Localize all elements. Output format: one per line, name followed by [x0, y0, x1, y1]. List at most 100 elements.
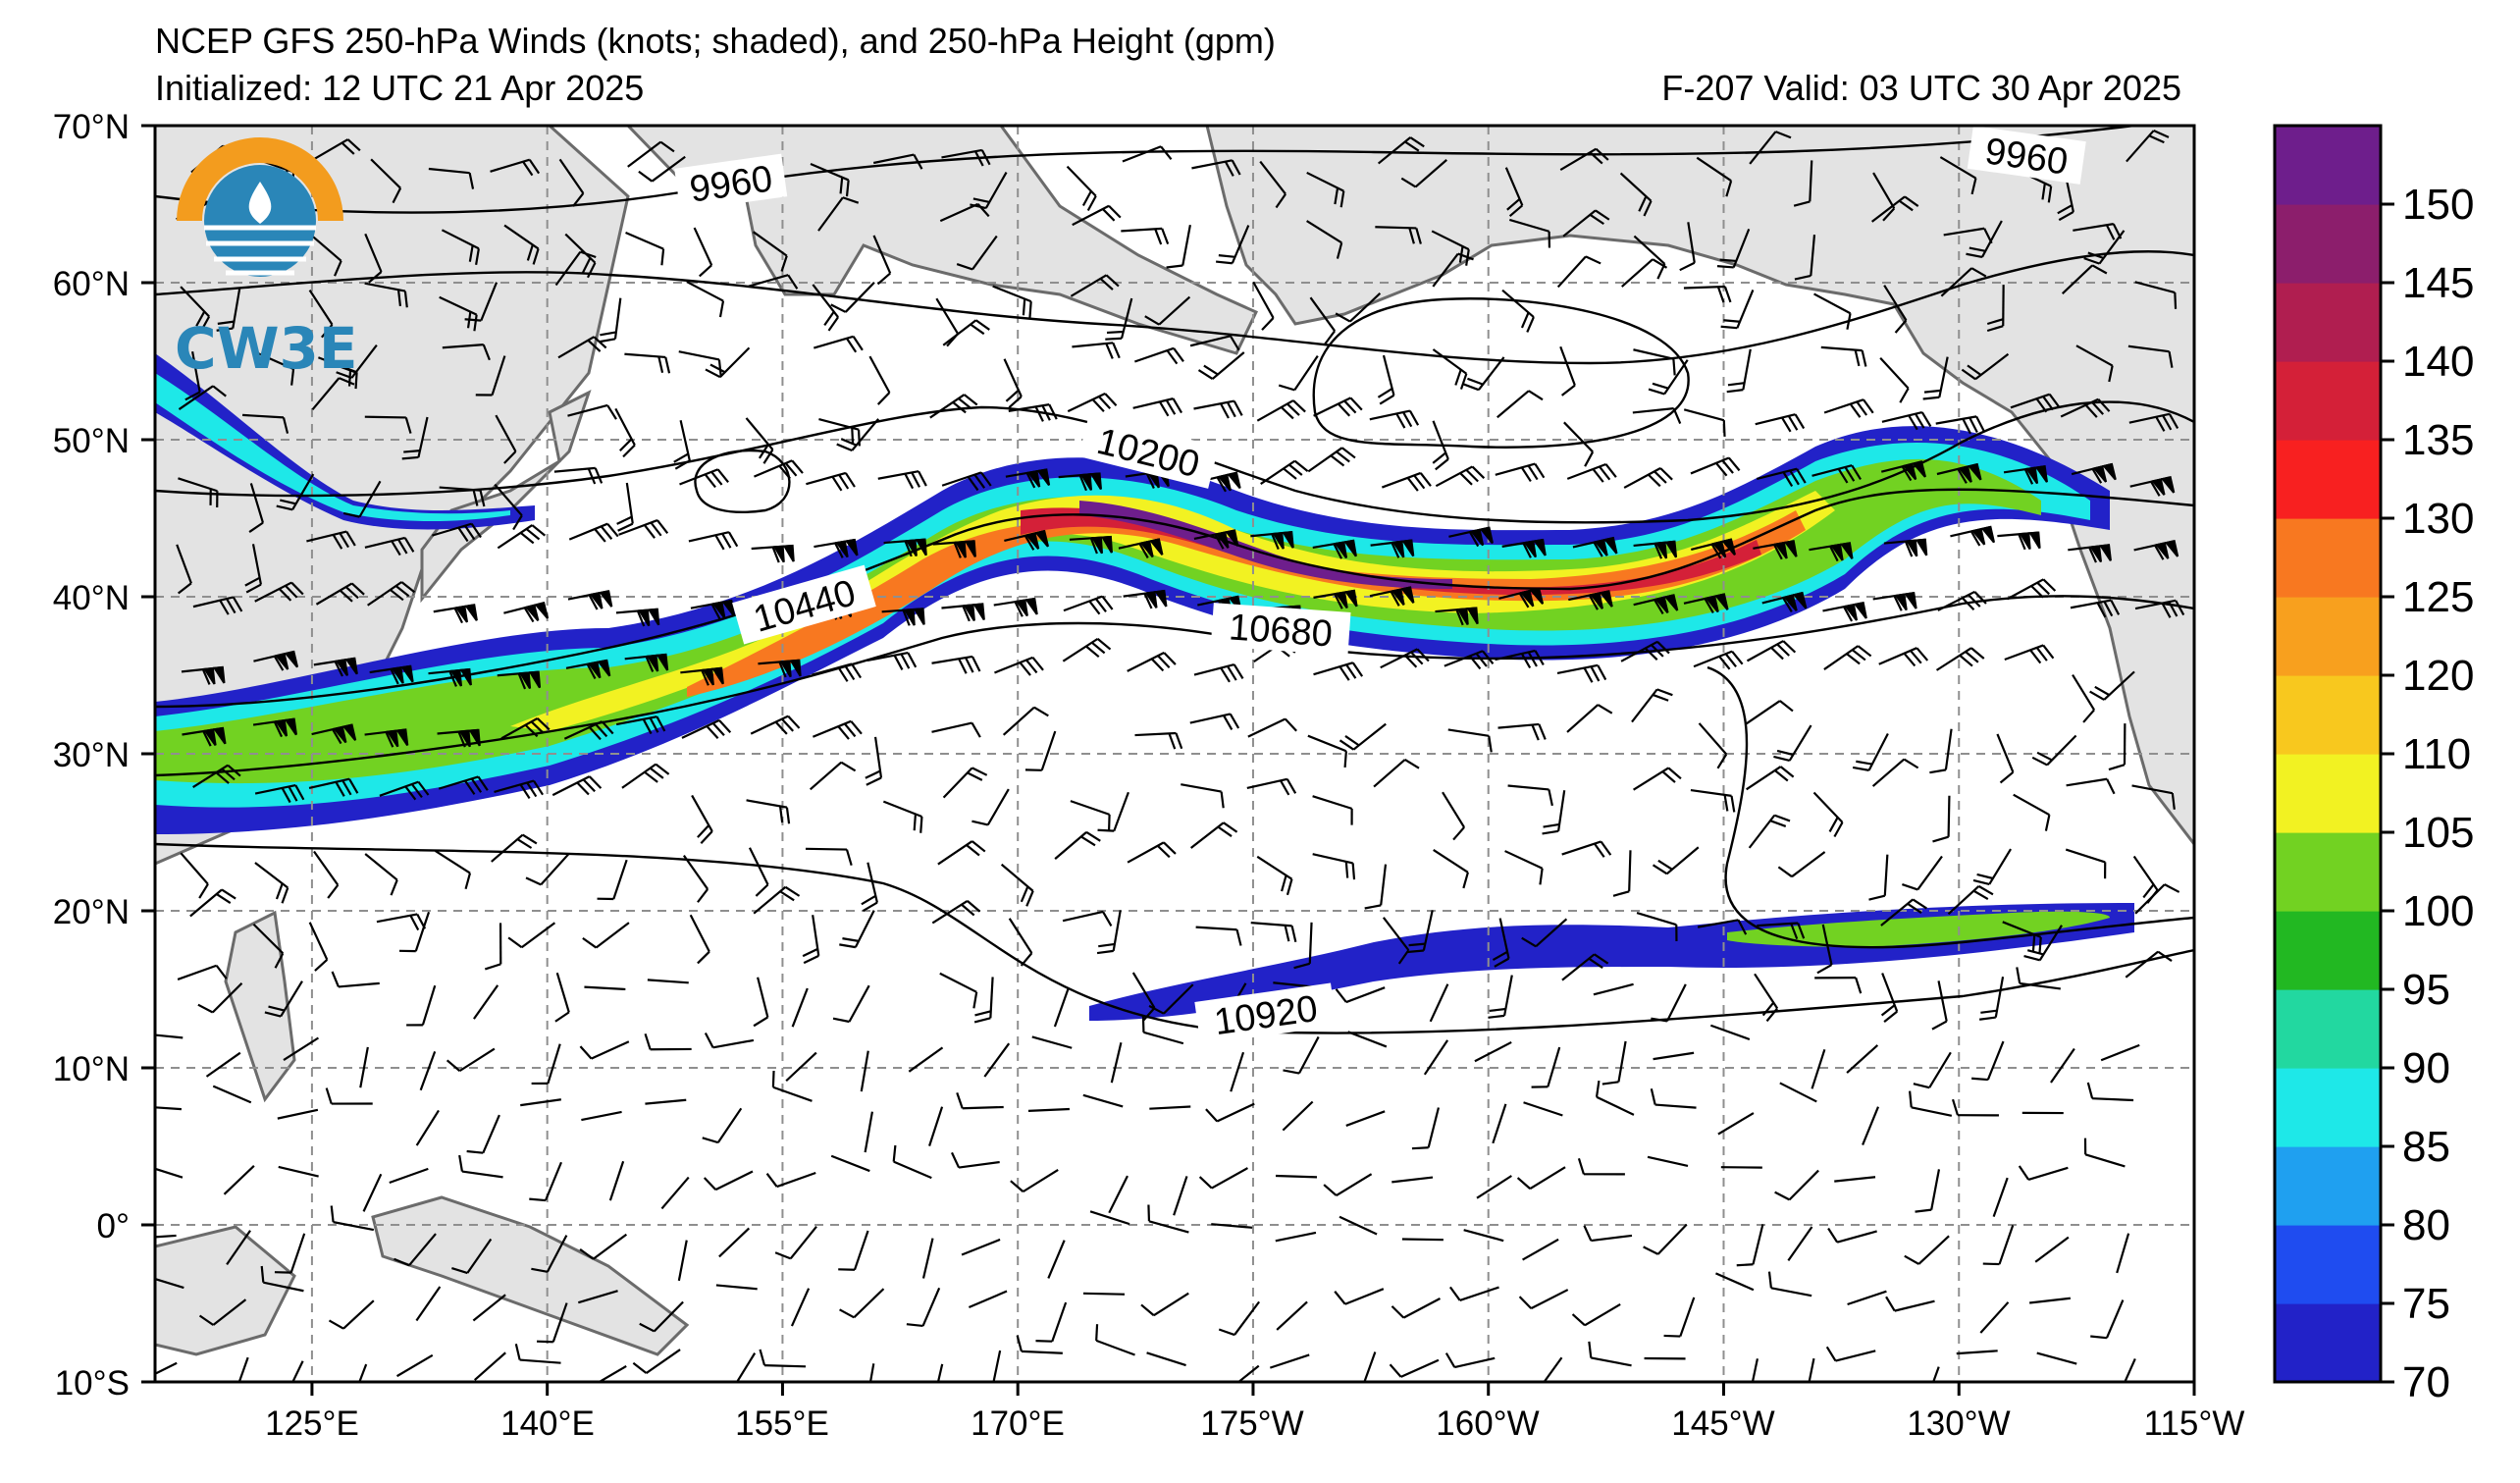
wind-barb [1814, 977, 1863, 994]
barb-line [1972, 889, 1989, 900]
barb-staff [718, 1227, 751, 1258]
wind-barb [680, 666, 724, 686]
barb-flag [459, 667, 472, 686]
barb-line [1856, 760, 1873, 766]
wind-barb [311, 377, 355, 410]
barb-staff [289, 1233, 306, 1273]
barb-line [334, 260, 342, 277]
barb-line [595, 723, 608, 738]
barb-line [1364, 904, 1382, 910]
barb-line [839, 943, 857, 949]
barb-line [697, 950, 710, 965]
wind-barb [882, 800, 923, 833]
wind-barb [1633, 540, 1678, 559]
barb-staff [2066, 777, 2108, 787]
barb-line [340, 365, 357, 374]
barb-flag [1079, 473, 1093, 491]
barb-line [1408, 410, 1420, 426]
barb-line [643, 524, 656, 539]
barb-line [200, 315, 211, 332]
barb-staff [1306, 220, 1342, 244]
barb-line [1957, 468, 1968, 484]
wind-barb [735, 1352, 757, 1382]
wind-barb [255, 351, 295, 386]
barb-line [1205, 1108, 1219, 1123]
wind-barb [1997, 531, 2041, 551]
wind-barb [2034, 1236, 2070, 1263]
wind-barb [813, 335, 864, 353]
barb-line [457, 731, 466, 748]
barb-line [525, 528, 541, 541]
barb-flag [386, 729, 399, 748]
barb-line [1349, 397, 1363, 411]
barb-line [1166, 349, 1179, 365]
barb-line [837, 725, 850, 740]
wind-barb [1407, 910, 1434, 954]
barb-staff [1435, 465, 1473, 488]
barb-line [2106, 778, 2116, 795]
barb-line [1652, 382, 1669, 390]
barb-line [1765, 1007, 1778, 1023]
barb-line [1148, 1004, 1165, 1015]
wind-barb [1982, 1225, 2015, 1266]
wind-barb [180, 852, 209, 899]
barb-line [1286, 402, 1300, 416]
wind-barb [1834, 1176, 1876, 1183]
barb-line [1710, 543, 1722, 559]
colorbar-labels: 70 75 80 85 90 95 100 105 110 120 125 13… [2402, 181, 2474, 1406]
wind-barb [451, 1238, 493, 1275]
barb-flag [2089, 545, 2103, 563]
barb-line [600, 331, 617, 337]
lon-label: 170°E [971, 1404, 1065, 1443]
barb-staff [2065, 848, 2106, 864]
wind-barb [364, 728, 409, 748]
philippines-land [224, 910, 296, 1103]
barb-line [472, 489, 479, 506]
barb-line [1459, 472, 1473, 486]
wind-barb [311, 138, 361, 162]
barb-line [457, 527, 469, 543]
wind-barb [1940, 267, 1987, 297]
barb-flag [656, 653, 669, 671]
barb-line [285, 584, 298, 599]
wind-barb [1133, 346, 1184, 365]
barb-line [710, 471, 723, 486]
barb-line [2154, 545, 2165, 560]
barb-line [1704, 598, 1714, 614]
barb-staff [249, 483, 265, 523]
barb-line [1105, 274, 1120, 288]
barb-staff [567, 403, 608, 417]
barb-staff [1665, 846, 1700, 875]
barb-flag [1225, 529, 1239, 547]
barb-staff [473, 984, 499, 1020]
barb-staff [1836, 1230, 1877, 1244]
barb-line [1716, 753, 1728, 769]
wind-barb [1278, 354, 1319, 392]
wind-barb [1767, 1271, 1812, 1298]
barb-line [1203, 364, 1219, 376]
barb-staff [1633, 767, 1669, 791]
barb-line [526, 781, 538, 798]
wind-barb [1633, 348, 1676, 376]
barb-staff [358, 1363, 368, 1382]
barb-staff [2020, 981, 2061, 990]
barb-line [1527, 464, 1539, 481]
wind-barb [644, 1033, 692, 1051]
barb-staff [1947, 795, 1951, 837]
barb-line [787, 715, 801, 729]
barb-staff [591, 1040, 630, 1060]
barb-staff [1647, 1155, 1689, 1168]
barb-staff [1557, 790, 1566, 831]
wind-barb [1593, 982, 1634, 996]
wind-barb [1872, 591, 1917, 611]
wind-barb [435, 849, 472, 890]
barb-line [314, 959, 329, 972]
barb-line [394, 585, 410, 598]
barb-line [1725, 180, 1733, 197]
barb-line [636, 610, 646, 627]
barb-staff [748, 274, 789, 288]
barb-line [528, 159, 541, 175]
wind-barb [1812, 791, 1844, 838]
barb-line [1020, 952, 1033, 967]
barb-line [1102, 911, 1113, 927]
